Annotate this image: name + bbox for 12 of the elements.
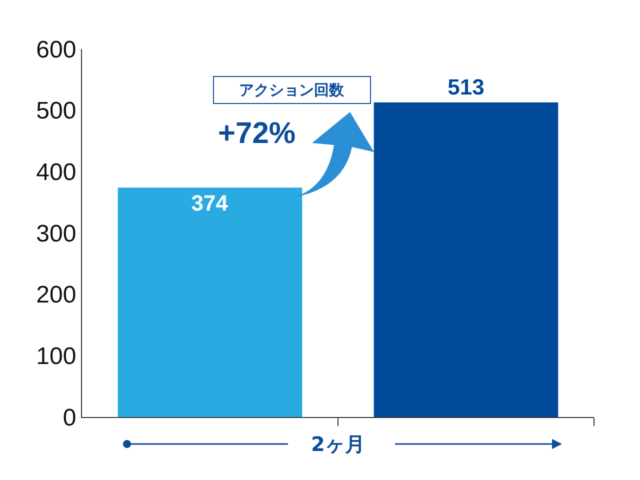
y-tick-label: 400 <box>36 159 76 186</box>
y-tick-label: 100 <box>36 343 76 370</box>
data-label: 513 <box>448 74 484 100</box>
y-tick-label: 600 <box>36 36 76 64</box>
y-tick-label: 0 <box>62 404 76 432</box>
y-tick-label: 500 <box>36 98 76 125</box>
annotation: アクション回数 <box>239 81 345 99</box>
y-tick-label: 200 <box>36 282 76 309</box>
annotation: +72% <box>218 117 296 150</box>
x-axis-title: 2ヶ月 <box>311 432 365 456</box>
y-tick-label: 300 <box>36 220 76 248</box>
data-label: 374 <box>191 190 229 216</box>
